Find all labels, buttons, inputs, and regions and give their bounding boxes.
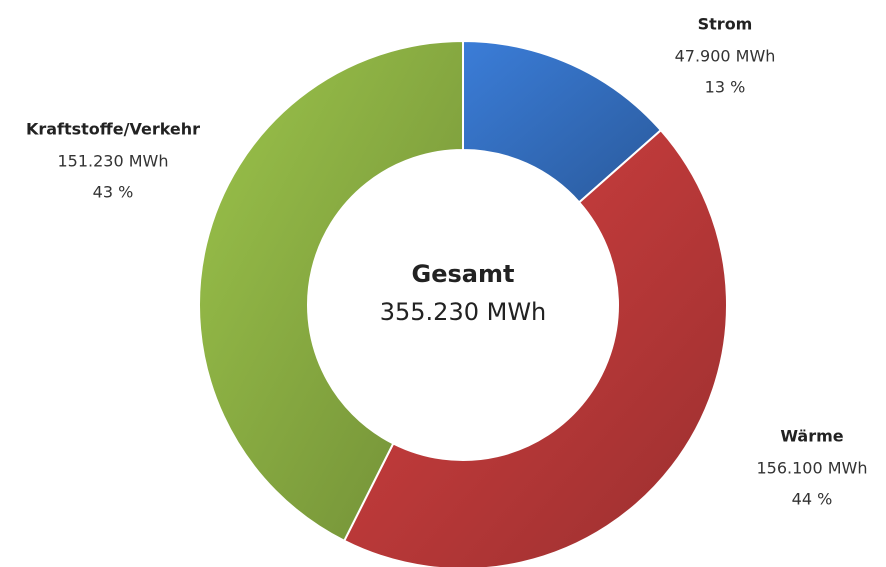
slice-value-label: 47.900 MWh	[675, 47, 776, 66]
donut-slice	[198, 39, 464, 543]
slice-name: Wärme	[780, 427, 843, 446]
slice-value-label: 156.100 MWh	[756, 459, 867, 478]
slice-name: Strom	[698, 15, 753, 34]
slice-name: Kraftstoffe/Verkehr	[26, 120, 200, 139]
donut-slice	[342, 128, 728, 567]
slice-value-label: 151.230 MWh	[57, 152, 168, 171]
slice-percent-label: 13 %	[705, 78, 746, 97]
center-label: 355.230 MWh	[380, 298, 547, 326]
center-title: Gesamt	[412, 260, 515, 288]
slice-percent-label: 43 %	[93, 183, 134, 202]
slice-percent-label: 44 %	[792, 490, 833, 509]
